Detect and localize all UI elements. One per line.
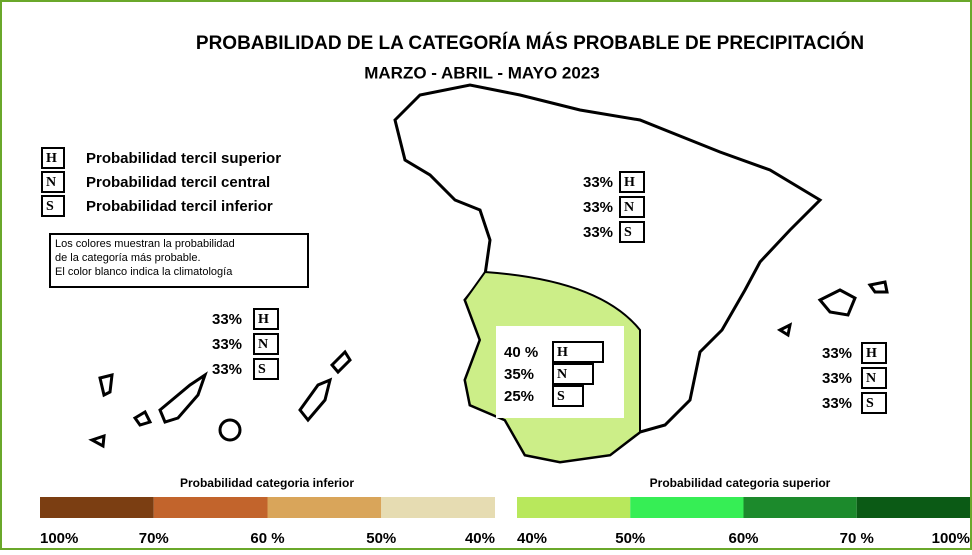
scale-swatch [267, 497, 382, 518]
lanzarote [329, 349, 352, 375]
title: PROBABILIDAD DE LA CATEGORÍA MÁS PROBABL… [196, 32, 864, 54]
note-line: Los colores muestran la probabilidad [55, 238, 235, 250]
region-pct: 33% [822, 395, 852, 412]
note-line: de la categoría más probable. [55, 252, 201, 264]
region-pct: 33% [212, 361, 242, 378]
menorca [867, 280, 889, 294]
letter: S [258, 362, 266, 377]
legend-text: Probabilidad tercil superior [86, 150, 281, 167]
gomera [132, 409, 153, 427]
letter-box [552, 385, 584, 407]
scale-label: 100% [40, 530, 78, 547]
letter-box [861, 392, 887, 414]
letter-box [41, 171, 65, 193]
letter: N [46, 175, 56, 190]
ibiza [776, 322, 793, 338]
scale-label: 70% [139, 530, 169, 547]
scale-swatch [517, 497, 631, 518]
region-pct: 33% [583, 174, 613, 191]
scale-swatch [153, 497, 268, 518]
letter-box [619, 196, 645, 218]
letter: S [557, 389, 565, 404]
note-line: El color blanco indica la climatología [55, 266, 233, 278]
scale-label: 40% [517, 530, 547, 547]
gran-canaria [218, 418, 242, 442]
letter: N [557, 367, 567, 382]
region-pct: 33% [822, 370, 852, 387]
letter: N [866, 371, 876, 386]
region-pct: 33% [583, 224, 613, 241]
region-pct: 35% [504, 366, 534, 383]
letter: H [557, 345, 568, 360]
tenerife [158, 371, 208, 424]
letter-box [253, 358, 279, 380]
letter-box [552, 363, 594, 385]
region-pct: 40 % [504, 344, 538, 361]
mallorca [817, 288, 857, 317]
region-pct: 33% [212, 336, 242, 353]
fuerteventura [298, 377, 333, 423]
scale-swatch [743, 497, 857, 518]
scale-label: 60% [728, 530, 758, 547]
letter-box [41, 147, 65, 169]
letter: H [624, 175, 635, 190]
la-palma [98, 373, 114, 398]
scale-label: 40% [465, 530, 495, 547]
hierro [88, 433, 106, 449]
letter-box [41, 195, 65, 217]
scale-label: 100% [932, 530, 970, 547]
dynamic: H Probabilidad tercil superior N Probabilid… [40, 147, 970, 547]
region-pct: 25% [504, 388, 534, 405]
legend-text: Probabilidad tercil central [86, 174, 270, 191]
region-pct: 33% [212, 311, 242, 328]
scale-swatch [856, 497, 970, 518]
scale-label: 50% [366, 530, 396, 547]
scale-label: 60 % [250, 530, 284, 547]
letter-box [253, 333, 279, 355]
letter: S [866, 396, 874, 411]
scale-swatch [40, 497, 154, 518]
region-pct: 33% [822, 345, 852, 362]
letter: N [258, 337, 268, 352]
note-box [49, 233, 309, 288]
scale-swatch [630, 497, 744, 518]
letter: N [624, 200, 634, 215]
letter: H [46, 151, 57, 166]
scale-label: 50% [615, 530, 645, 547]
letter: H [258, 312, 269, 327]
scale-title: Probabilidad categoria superior [650, 476, 831, 490]
letter: S [624, 225, 632, 240]
letter-box [552, 341, 604, 363]
islands [88, 280, 889, 449]
region-pct: 33% [583, 199, 613, 216]
letter-box [619, 171, 645, 193]
scale-label: 70 % [840, 530, 874, 547]
scale-swatch [381, 497, 495, 518]
letter-box [861, 342, 887, 364]
letter-box [861, 367, 887, 389]
letter: H [866, 346, 877, 361]
legend-text: Probabilidad tercil inferior [86, 198, 273, 215]
subtitle: MARZO - ABRIL - MAYO 2023 [364, 63, 600, 82]
scale-title: Probabilidad categoria inferior [180, 476, 354, 490]
letter-box [619, 221, 645, 243]
letter-box [253, 308, 279, 330]
letter: S [46, 199, 54, 214]
